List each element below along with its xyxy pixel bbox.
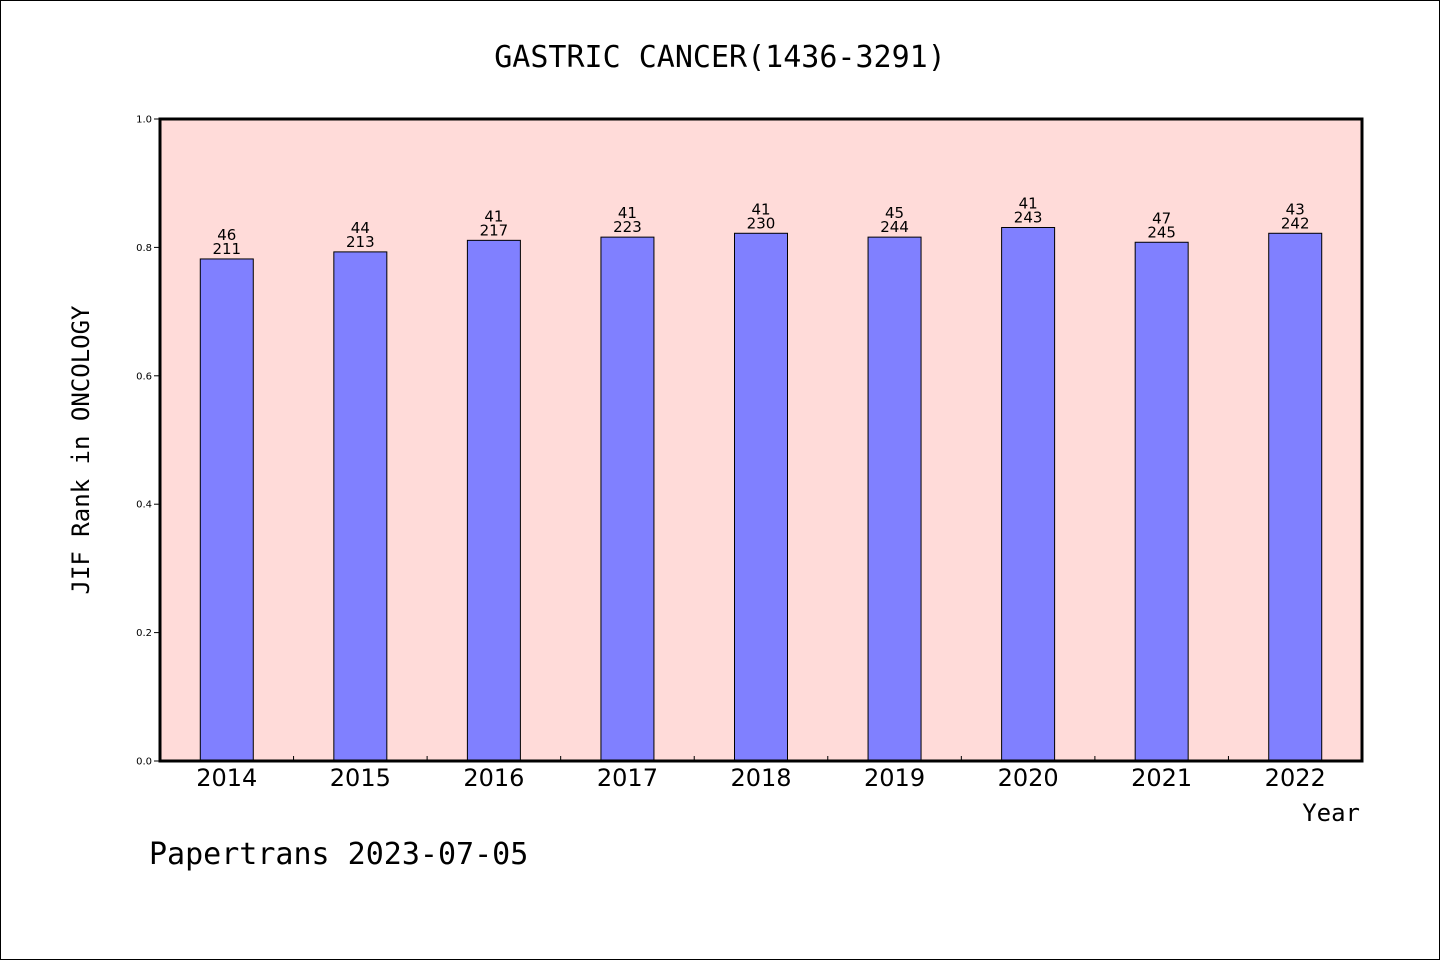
- bar-2017: [600, 236, 655, 762]
- x-tick-label: 2016: [463, 764, 524, 792]
- x-axis-ticks: 2014 2015 2016 2017 2018 2019 2020 2021 2022: [196, 756, 1326, 792]
- y-tick-label: 0.2: [136, 628, 152, 639]
- bar-rank-label: 45: [885, 204, 904, 222]
- bar-total-label: 223: [613, 218, 642, 236]
- bar-rank-label: 41: [1019, 194, 1038, 212]
- bar-2022: [1268, 232, 1323, 762]
- bar-total-label: 230: [747, 214, 776, 232]
- bar-total-label: 213: [346, 233, 375, 251]
- x-tick-label: 2020: [998, 764, 1059, 792]
- y-tick-label: 0.4: [136, 500, 152, 511]
- bar-2020: [1001, 226, 1056, 762]
- x-tick-label: 2021: [1131, 764, 1192, 792]
- x-tick-label: 2022: [1265, 764, 1326, 792]
- y-tick-label: 1.0: [136, 115, 152, 126]
- x-tick-label: 2019: [864, 764, 925, 792]
- bar-rank-label: 47: [1152, 209, 1171, 227]
- bar-total-label: 245: [1147, 223, 1176, 241]
- bar-series: [199, 226, 1323, 762]
- bar-rank-label: 44: [351, 219, 370, 237]
- bar-2016: [466, 239, 521, 762]
- y-tick-label: 0.0: [136, 757, 152, 768]
- watermark-text: Papertrans 2023-07-05: [149, 837, 528, 872]
- x-tick-label: 2018: [730, 764, 791, 792]
- chart-title: GASTRIC CANCER(1436-3291): [494, 40, 946, 75]
- bar-total-label: 243: [1014, 208, 1043, 226]
- y-tick-label: 0.8: [136, 243, 152, 254]
- bar-total-label: 217: [480, 221, 509, 239]
- bar-total-label: 211: [212, 240, 241, 258]
- bar-2015: [333, 251, 388, 762]
- plot-frame: [158, 117, 1364, 763]
- bar-total-label: 244: [880, 218, 909, 236]
- x-axis-label: Year: [1302, 799, 1360, 827]
- bar-2018: [734, 232, 788, 762]
- bar-2021: [1134, 241, 1189, 762]
- y-axis-ticks: 0.0 0.2 0.4 0.6 0.8 1.0: [136, 115, 160, 768]
- bar-rank-label: 41: [751, 200, 770, 218]
- bar-rank-label: 46: [217, 226, 236, 244]
- x-tick-label: 2014: [196, 764, 257, 792]
- bar-total-label: 242: [1281, 214, 1310, 232]
- x-tick-label: 2015: [330, 764, 391, 792]
- y-tick-label: 0.6: [136, 371, 152, 382]
- x-tick-label: 2017: [597, 764, 658, 792]
- bar-2019: [867, 236, 922, 762]
- bar-2014: [199, 258, 254, 762]
- bar-rank-label: 43: [1286, 200, 1305, 218]
- y-axis-label: JIF Rank in ONCOLOGY: [67, 305, 95, 595]
- bar-rank-label: 41: [618, 204, 637, 222]
- bar-rank-label: 41: [484, 207, 503, 225]
